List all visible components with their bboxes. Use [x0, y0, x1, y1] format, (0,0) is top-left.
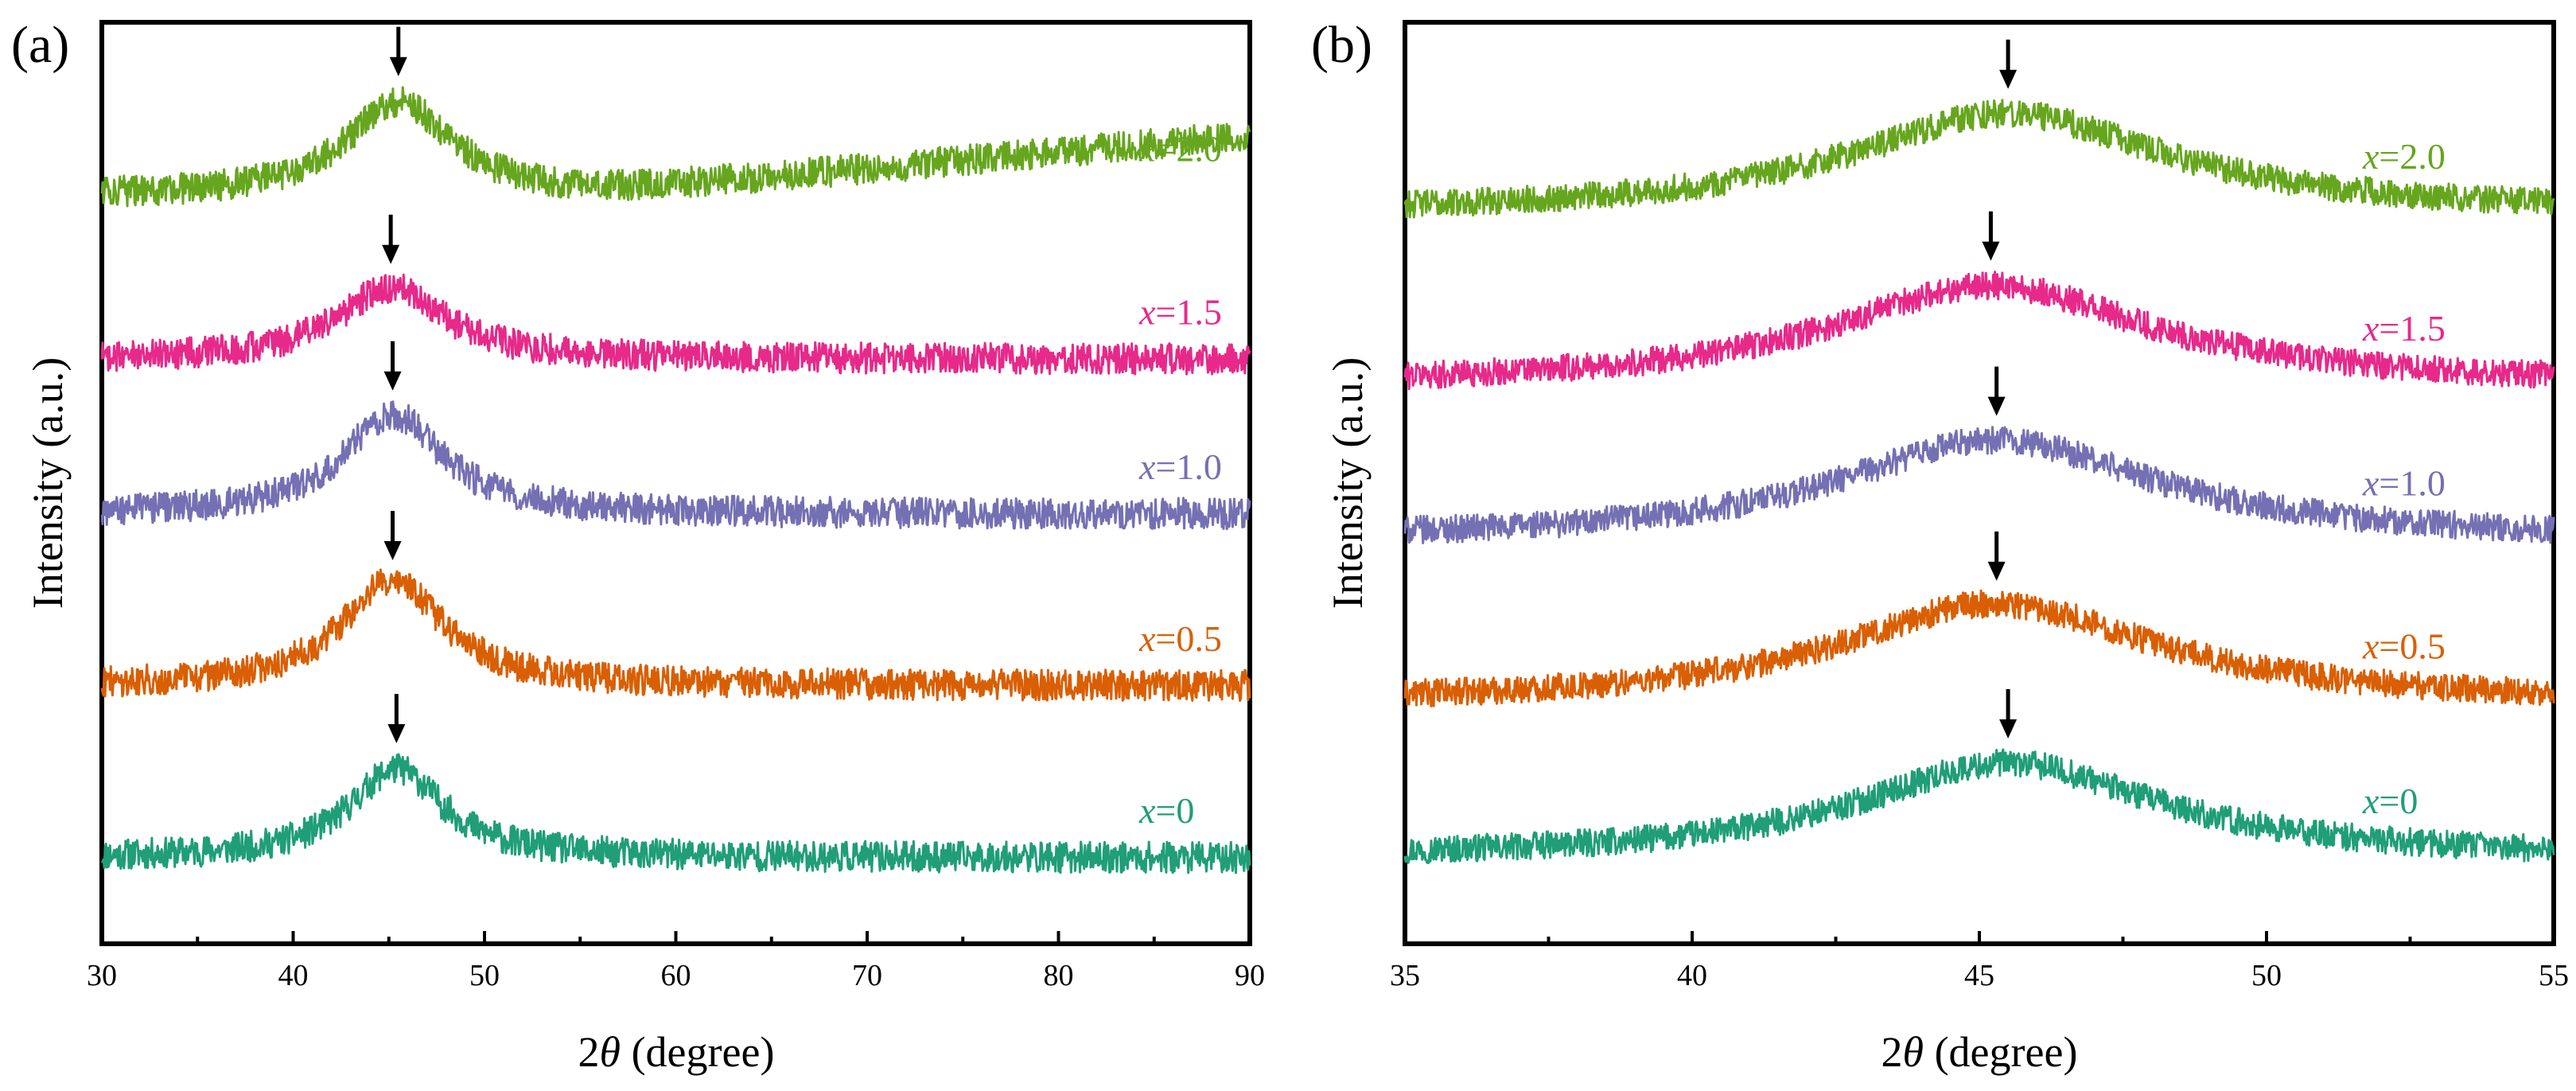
series-label-x=0.5: x=0.5	[2362, 626, 2446, 667]
series-label-var: x	[2362, 626, 2379, 667]
peak-arrow-head	[383, 371, 402, 391]
series-line-x=0.5	[100, 568, 1251, 702]
x-tick-label: 55	[2539, 959, 2569, 992]
series-line-x=0	[1403, 748, 2555, 864]
series-label-value: =0.5	[2379, 626, 2445, 667]
x-tick-label: 35	[1390, 959, 1420, 992]
series-line-x=0.5	[1403, 589, 2555, 707]
series-label-value: =0	[1155, 790, 1194, 831]
series-label-x=0.5: x=0.5	[1138, 618, 1222, 659]
x-tick-label: 80	[1044, 959, 1074, 992]
series-label-var: x	[1138, 292, 1156, 333]
peak-arrow-head	[387, 724, 406, 744]
panel-a-x-ticks: 30 40 50 60 70 80 90	[87, 931, 1265, 992]
x-tick-label: 40	[1677, 959, 1707, 992]
peak-arrow-head	[383, 541, 402, 561]
series-label-var: x	[1138, 128, 1156, 169]
series-label-x=0: x=0	[1138, 790, 1194, 831]
series-label-value: =1.0	[2379, 462, 2445, 503]
series-line-x=1.0	[100, 400, 1251, 531]
series-label-x=0: x=0	[2362, 781, 2418, 821]
series-label-value: =1.5	[2379, 308, 2445, 349]
series-label-var: x	[2362, 136, 2379, 177]
series-label-value: =0.5	[1155, 618, 1221, 659]
series-label-x=2.0: x=2.0	[2362, 136, 2446, 177]
peak-arrow-head	[1999, 719, 2018, 739]
x-tick-label: 50	[469, 959, 500, 992]
series-label-x=1.5: x=1.5	[1138, 292, 1222, 333]
series-label-x=1.5: x=1.5	[2362, 308, 2446, 349]
series-label-value: =0	[2379, 781, 2418, 821]
series-label-value: =1.5	[1155, 292, 1221, 333]
series-line-x=0	[100, 753, 1251, 875]
series-label-var: x	[2362, 781, 2379, 821]
panel-a-label: (a)	[11, 16, 69, 74]
x-tick-label: 45	[1964, 959, 1994, 992]
panel-b-label: (b)	[1311, 16, 1372, 74]
series-line-x=1.5	[100, 273, 1251, 376]
x-tick-label: 50	[2251, 959, 2282, 992]
series-label-var: x	[1138, 618, 1156, 659]
panel-b-series-labels: x=0x=0.5x=1.0x=1.5x=2.0	[2362, 136, 2446, 821]
x-tick-label: 60	[661, 959, 691, 992]
x-tick-label: 30	[87, 959, 117, 992]
series-label-var: x	[1138, 446, 1156, 487]
peak-arrow-head	[1982, 241, 2000, 261]
series-label-value: =1.0	[1155, 446, 1221, 487]
series-label-x=1.0: x=1.0	[1138, 446, 1222, 487]
panel-b-x-axis-label: 2θ (degree)	[1881, 1028, 2078, 1076]
series-label-value: =2.0	[1155, 128, 1221, 169]
x-tick-label: 40	[278, 959, 309, 992]
panel-b-x-ticks: 35 40 45 50 55	[1390, 931, 2569, 992]
series-label-x=2.0: x=2.0	[1138, 128, 1222, 169]
series-line-x=1.5	[1403, 271, 2555, 391]
peak-arrow-head	[1999, 69, 2018, 89]
panel-a-series-labels: x=0x=0.5x=1.0x=1.5x=2.0	[1138, 128, 1222, 831]
panel-b-y-axis-label: Intensity (a.u.)	[1324, 357, 1372, 609]
peak-arrow-head	[1987, 561, 2006, 581]
panel-a-series	[100, 86, 1251, 875]
panel-b: (b) 35 40 45 50 55 x=0x=0.5x=1.0x=1.5x=2.0 2…	[1311, 16, 2569, 1076]
x-tick-label: 70	[852, 959, 882, 992]
panel-a-y-axis-label: Intensity (a.u.)	[24, 357, 72, 609]
panel-a: (a) 30 40 50 60 70 80 90 x=0x=0.5x=1.0x=1.5x=2…	[11, 16, 1265, 1076]
panel-b-peak-arrows	[1982, 39, 2018, 739]
series-line-x=1.0	[1403, 426, 2555, 544]
panel-a-peak-arrows	[382, 26, 407, 744]
series-label-value: =2.0	[2379, 136, 2445, 177]
series-label-x=1.0: x=1.0	[2362, 462, 2446, 503]
x-tick-label: 90	[1235, 959, 1265, 992]
series-label-var: x	[1138, 790, 1156, 831]
panel-a-x-axis-label: 2θ (degree)	[578, 1028, 775, 1076]
peak-arrow-head	[389, 56, 407, 76]
peak-arrow-head	[382, 244, 400, 264]
series-label-var: x	[2362, 462, 2379, 503]
peak-arrow-head	[1987, 396, 2006, 416]
series-line-x=2.0	[100, 86, 1251, 208]
series-label-var: x	[2362, 308, 2379, 349]
panel-b-series	[1403, 99, 2555, 864]
series-line-x=2.0	[1403, 99, 2555, 219]
